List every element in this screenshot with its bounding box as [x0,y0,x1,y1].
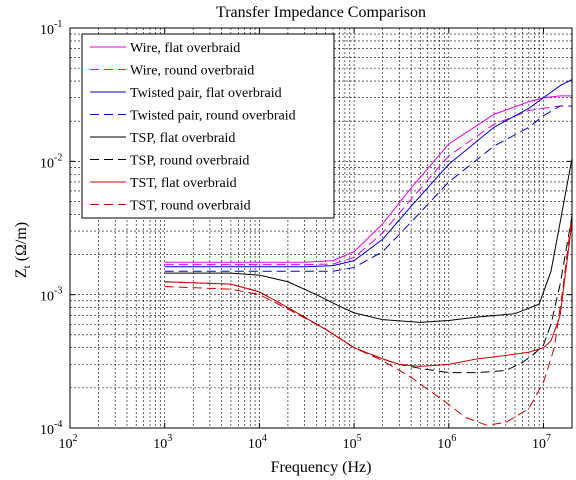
series-line-5 [164,158,573,323]
legend-label: Twisted pair, round overbraid [130,109,296,124]
y-tick-label: 10-2 [40,152,62,171]
series-line-4 [164,105,572,272]
y-tick-label: 10-4 [40,419,62,438]
legend-label: Wire, round overbraid [130,64,254,79]
x-tick-label: 104 [248,433,267,452]
legend-label: Twisted pair, flat overbraid [130,86,282,101]
series-line-3 [164,79,573,268]
legend-label: TST, flat overbraid [130,176,237,191]
series-line-2 [164,105,572,266]
legend-label: TSP, round overbraid [130,154,249,169]
x-tick-label: 102 [59,433,78,452]
y-axis-label-main: Z [13,268,30,278]
series-line-6 [164,215,573,374]
axis-ticks: 102 103 104 105 106 107 10-4 10-3 10-2 10-1 [40,19,572,452]
legend-label: TST, round overbraid [130,199,251,214]
legend-label: Wire, flat overbraid [130,41,240,56]
legend: Wire, flat overbraid Wire, round overbrai… [81,33,335,219]
y-tick-label: 10-3 [40,286,62,305]
plot-frame [69,27,573,429]
legend-box [81,33,335,219]
x-tick-label: 106 [437,433,456,452]
x-axis-label: Frequency (Hz) [271,459,372,476]
y-axis-label-subscript: t [21,265,33,268]
y-tick-label: 10-1 [40,19,62,38]
x-tick-label: 103 [153,433,172,452]
chart-title: Transfer Impedance Comparison [216,4,426,21]
series-line-8 [164,214,573,426]
y-axis-label: Zt (Ω/m) [13,222,33,278]
series-layer [164,79,573,426]
series-line-7 [164,222,573,367]
y-axis-label-unit: (Ω/m) [13,222,30,261]
legend-label: TSP, flat overbraid [130,131,235,146]
x-tick-label: 107 [532,433,551,452]
grid-lines [70,28,572,428]
svg-text:Zt(Ω/m): Zt (Ω/m) [13,222,33,278]
x-tick-label: 105 [343,433,362,452]
